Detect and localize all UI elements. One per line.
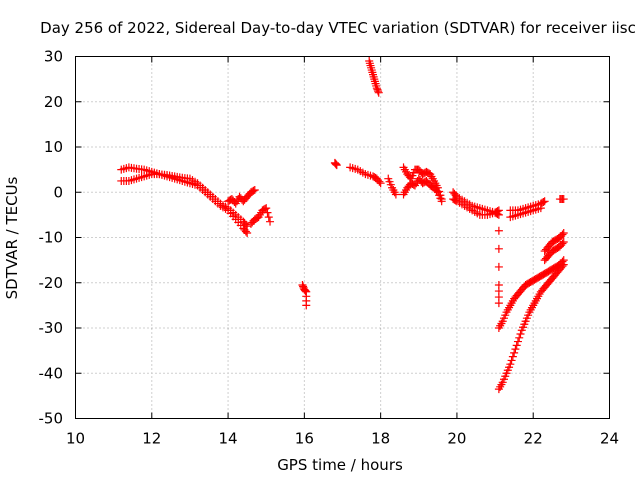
data-point [494, 206, 503, 215]
data-point [266, 217, 275, 226]
series-arc-h [384, 174, 400, 199]
data-point [332, 160, 341, 169]
data-point [559, 256, 568, 265]
series-arc-l [449, 195, 503, 219]
data-point [262, 204, 271, 213]
y-tick-labels: 30 20 10 0 -10 -20 -30 -40 -50 [39, 48, 64, 428]
x-tick-label: 18 [371, 430, 390, 448]
y-tick-label: -10 [39, 229, 64, 247]
data-point [559, 238, 568, 247]
series-arc-c [246, 204, 275, 228]
x-tick-label: 16 [295, 430, 314, 448]
data-point [391, 190, 400, 199]
data-point [558, 230, 567, 239]
data-point [432, 186, 441, 195]
x-tick-label: 14 [219, 430, 238, 448]
x-tick-label: 20 [447, 430, 466, 448]
series-arc-s [540, 228, 568, 256]
y-tick-label: 10 [44, 138, 63, 156]
data-point [263, 208, 272, 217]
data-point [243, 228, 252, 237]
data-point [559, 228, 568, 237]
series-arc-m [494, 226, 503, 308]
chart-title: Day 256 of 2022, Sidereal Day-to-day VTE… [40, 19, 636, 37]
series-arc-d [298, 281, 311, 310]
data-point [559, 195, 568, 204]
data-point [249, 186, 258, 195]
data-point [507, 356, 516, 365]
data-point [511, 345, 520, 354]
x-tick-labels: 10 12 14 16 18 20 22 24 [66, 430, 619, 448]
data-point [536, 204, 545, 213]
data-point [437, 197, 446, 206]
data-point [374, 88, 383, 97]
series-arc-p [555, 195, 568, 204]
data-point [508, 352, 517, 361]
data-point [558, 257, 567, 266]
data-point [376, 179, 385, 188]
y-tick-label: 0 [53, 183, 63, 201]
x-tick-label: 10 [66, 430, 85, 448]
series-arc-g [365, 57, 383, 97]
x-tick-label: 22 [524, 430, 543, 448]
x-axis-label: GPS time / hours [277, 456, 403, 474]
data-point [300, 286, 309, 295]
series-arc-b [224, 185, 259, 208]
data-point [331, 159, 340, 168]
data-point [493, 207, 502, 216]
series-arc-j [399, 174, 446, 206]
grid [75, 56, 610, 419]
data-point [513, 337, 522, 346]
y-tick-label: -30 [39, 319, 64, 337]
data-point [558, 239, 567, 248]
series-arc-a-lower [117, 170, 252, 237]
data-point [375, 177, 384, 186]
data-point [506, 360, 515, 369]
axis-ticks [75, 56, 610, 419]
data-point [540, 197, 549, 206]
y-axis-label: SDTVAR / TECUs [3, 176, 21, 299]
data-point [250, 185, 259, 194]
data-point [241, 227, 250, 236]
y-tick-label: -50 [39, 410, 64, 428]
data-points [117, 57, 568, 394]
y-tick-label: 30 [44, 48, 63, 66]
series-arc-e [330, 158, 341, 170]
y-tick-label: -20 [39, 274, 64, 292]
data-point [494, 262, 503, 271]
data-point [510, 348, 519, 357]
series-arc-f [346, 163, 385, 188]
data-point [301, 287, 310, 296]
data-point [494, 244, 503, 253]
data-point [512, 341, 521, 350]
y-tick-label: -40 [39, 364, 64, 382]
data-point [302, 301, 311, 310]
data-point [494, 226, 503, 235]
series-arc-r [494, 256, 568, 332]
data-point [539, 198, 548, 207]
data-point [264, 213, 273, 222]
data-point [516, 330, 525, 339]
data-point [494, 299, 503, 308]
data-point [374, 87, 383, 96]
x-tick-label: 24 [600, 430, 619, 448]
data-point [515, 333, 524, 342]
series-arc-t [540, 238, 568, 265]
x-tick-label: 12 [142, 430, 161, 448]
data-point [332, 161, 341, 170]
y-tick-label: 20 [44, 93, 63, 111]
series-arc-o [506, 204, 545, 222]
